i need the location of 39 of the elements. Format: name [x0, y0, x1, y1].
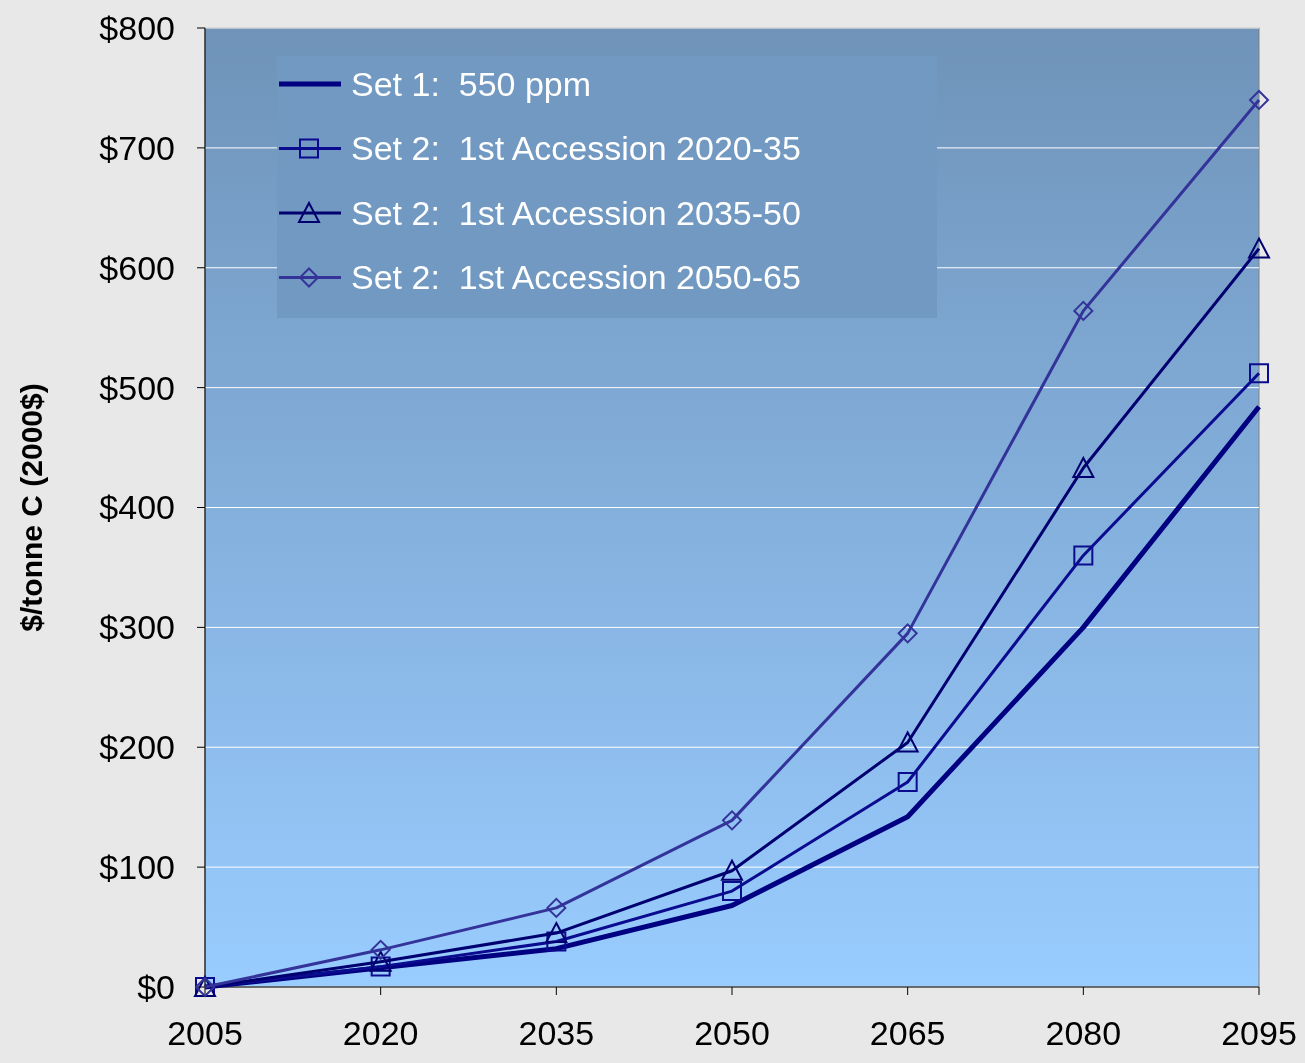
point [897, 623, 918, 644]
x-tick-label: 2020 [342, 1014, 419, 1052]
y-tick-label: $500 [99, 368, 175, 407]
legend-label: Set 2: 1st Accession 2020-35 [351, 129, 801, 168]
point [721, 859, 743, 881]
point [370, 939, 391, 960]
legend-label: Set 1: 550 ppm [351, 64, 592, 103]
point [1072, 456, 1095, 478]
y-axis-title: $/tonne C (2000$) [15, 383, 48, 632]
y-tick-label: $300 [99, 608, 175, 647]
point [722, 810, 742, 831]
point [369, 950, 392, 972]
y-tick-label: $0 [137, 967, 175, 1006]
x-tick-label: 2005 [167, 1014, 243, 1052]
point [546, 897, 567, 918]
y-tick-label: $700 [99, 128, 175, 167]
point [1073, 545, 1094, 566]
y-tick-label: $400 [99, 488, 175, 527]
point [1249, 363, 1269, 384]
x-tick-label: 2065 [869, 1014, 946, 1052]
legend-label: Set 2: 1st Accession 2050-65 [351, 258, 801, 297]
point [370, 956, 391, 977]
point [546, 931, 567, 952]
point [897, 772, 918, 793]
point [1073, 300, 1094, 321]
y-tick-label: $100 [99, 848, 175, 887]
y-tick-label: $600 [99, 248, 175, 287]
y-tick-label: $200 [99, 728, 175, 767]
point [1249, 89, 1269, 110]
y-tick-label: $800 [99, 8, 175, 47]
x-tick-label: 2095 [1221, 1014, 1297, 1052]
legend-label: Set 2: 1st Accession 2035-50 [351, 193, 801, 232]
x-tick-label: 2035 [518, 1014, 595, 1052]
point [896, 731, 919, 753]
x-tick-label: 2080 [1045, 1014, 1122, 1052]
point [545, 922, 568, 944]
point [1248, 237, 1270, 259]
x-tick-label: 2050 [694, 1014, 770, 1052]
point [722, 881, 742, 902]
